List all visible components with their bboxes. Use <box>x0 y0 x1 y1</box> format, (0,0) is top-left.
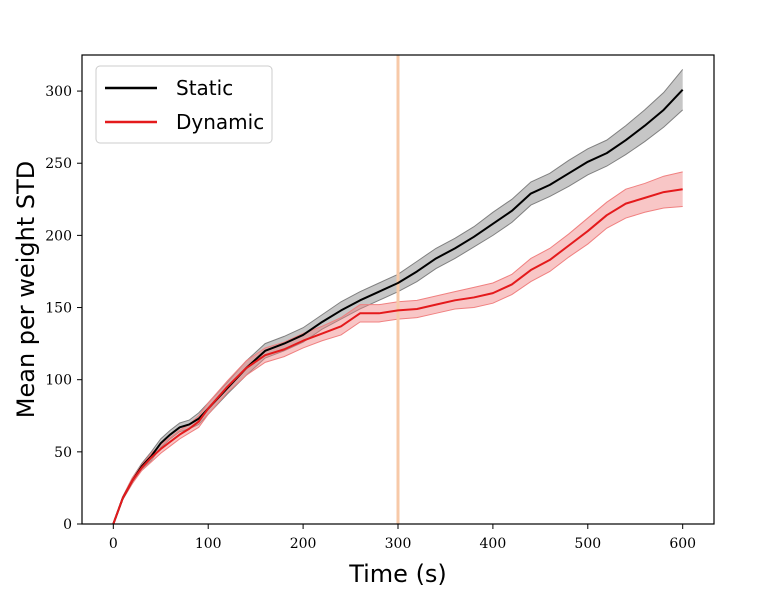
x-axis-ticks: 0 100 200 300 400 500 600 <box>109 524 696 552</box>
confidence-bands <box>112 69 684 525</box>
series-line-dynamic <box>112 188 683 525</box>
band-static <box>113 69 683 524</box>
x-axis-label: Time (s) <box>348 560 447 588</box>
x-tick-label: 100 <box>195 536 222 552</box>
y-tick-label: 0 <box>63 517 72 533</box>
band-upper-edge-dynamic <box>112 171 683 525</box>
y-axis-label: Mean per weight STD <box>12 161 40 418</box>
y-tick-label: 50 <box>54 445 72 461</box>
x-tick-label: 600 <box>669 536 696 552</box>
series-lines <box>112 88 684 525</box>
band-upper-edge-static <box>112 69 684 525</box>
legend: Static Dynamic <box>95 65 273 144</box>
band-lower-edge-dynamic <box>112 206 683 525</box>
legend-label-static: Static <box>176 76 233 100</box>
y-tick-label: 100 <box>45 373 72 389</box>
legend-label-dynamic: Dynamic <box>176 110 264 134</box>
y-tick-label: 200 <box>45 228 72 244</box>
band-lower-edge-static <box>112 109 684 525</box>
x-tick-label: 400 <box>480 536 507 552</box>
x-tick-label: 300 <box>385 536 412 552</box>
y-tick-label: 300 <box>45 84 72 100</box>
y-tick-label: 250 <box>45 156 72 172</box>
band-dynamic <box>113 171 683 525</box>
legend-box <box>95 65 273 144</box>
x-tick-label: 0 <box>109 536 118 552</box>
y-axis-ticks: 0 50 100 150 200 250 300 <box>45 84 82 533</box>
series-line-static <box>112 88 684 525</box>
x-tick-label: 500 <box>574 536 601 552</box>
y-tick-label: 150 <box>45 301 72 317</box>
x-tick-label: 200 <box>290 536 317 552</box>
